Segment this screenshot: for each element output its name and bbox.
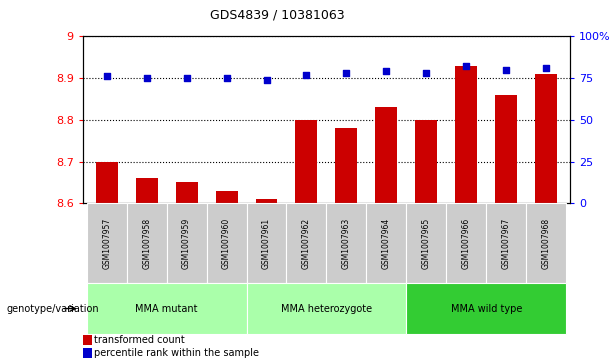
Bar (246, 283, 406, 334)
Text: GSM1007963: GSM1007963 (342, 217, 351, 269)
Bar (327, 203, 367, 283)
Text: transformed count: transformed count (94, 335, 185, 345)
Bar (135, 178, 158, 203)
Bar (87, 283, 246, 334)
Bar (495, 95, 517, 203)
Text: GSM1007968: GSM1007968 (542, 218, 550, 269)
Text: GSM1007966: GSM1007966 (462, 217, 471, 269)
Bar (446, 203, 486, 283)
Bar (96, 162, 118, 203)
Text: GSM1007959: GSM1007959 (182, 217, 191, 269)
Text: MMA wild type: MMA wild type (451, 303, 522, 314)
Text: GSM1007958: GSM1007958 (142, 218, 151, 269)
Bar (526, 203, 566, 283)
Point (462, 64, 471, 69)
Point (381, 69, 391, 74)
Text: GSM1007960: GSM1007960 (222, 217, 231, 269)
Text: GSM1007965: GSM1007965 (422, 217, 431, 269)
Bar (83, 348, 91, 358)
Bar (295, 120, 318, 203)
Text: GSM1007961: GSM1007961 (262, 218, 271, 269)
Bar (455, 65, 477, 203)
Text: percentile rank within the sample: percentile rank within the sample (94, 348, 259, 358)
Bar (246, 203, 286, 283)
Text: MMA heterozygote: MMA heterozygote (281, 303, 372, 314)
Bar (367, 203, 406, 283)
Point (222, 75, 232, 81)
Text: MMA mutant: MMA mutant (135, 303, 198, 314)
Bar (256, 199, 278, 203)
Point (181, 75, 191, 81)
Point (302, 72, 311, 78)
Point (421, 70, 431, 76)
Text: GDS4839 / 10381063: GDS4839 / 10381063 (210, 9, 345, 22)
Point (102, 73, 112, 79)
Bar (375, 107, 397, 203)
Bar (167, 203, 207, 283)
Text: genotype/variation: genotype/variation (6, 303, 99, 314)
Point (262, 77, 272, 83)
Bar (176, 182, 197, 203)
Bar (286, 203, 326, 283)
Bar (486, 203, 526, 283)
Point (142, 75, 151, 81)
Bar (406, 283, 566, 334)
Point (541, 65, 551, 71)
Bar (335, 128, 357, 203)
Bar (406, 203, 446, 283)
Bar (87, 203, 127, 283)
Bar (216, 191, 238, 203)
Point (501, 67, 511, 73)
Bar (127, 203, 167, 283)
Bar (207, 203, 246, 283)
Bar (535, 74, 557, 203)
Point (341, 70, 351, 76)
Bar (415, 120, 437, 203)
Text: GSM1007962: GSM1007962 (302, 218, 311, 269)
Text: GSM1007967: GSM1007967 (501, 217, 511, 269)
Bar (83, 335, 91, 345)
Text: GSM1007957: GSM1007957 (102, 217, 111, 269)
Text: GSM1007964: GSM1007964 (382, 217, 391, 269)
